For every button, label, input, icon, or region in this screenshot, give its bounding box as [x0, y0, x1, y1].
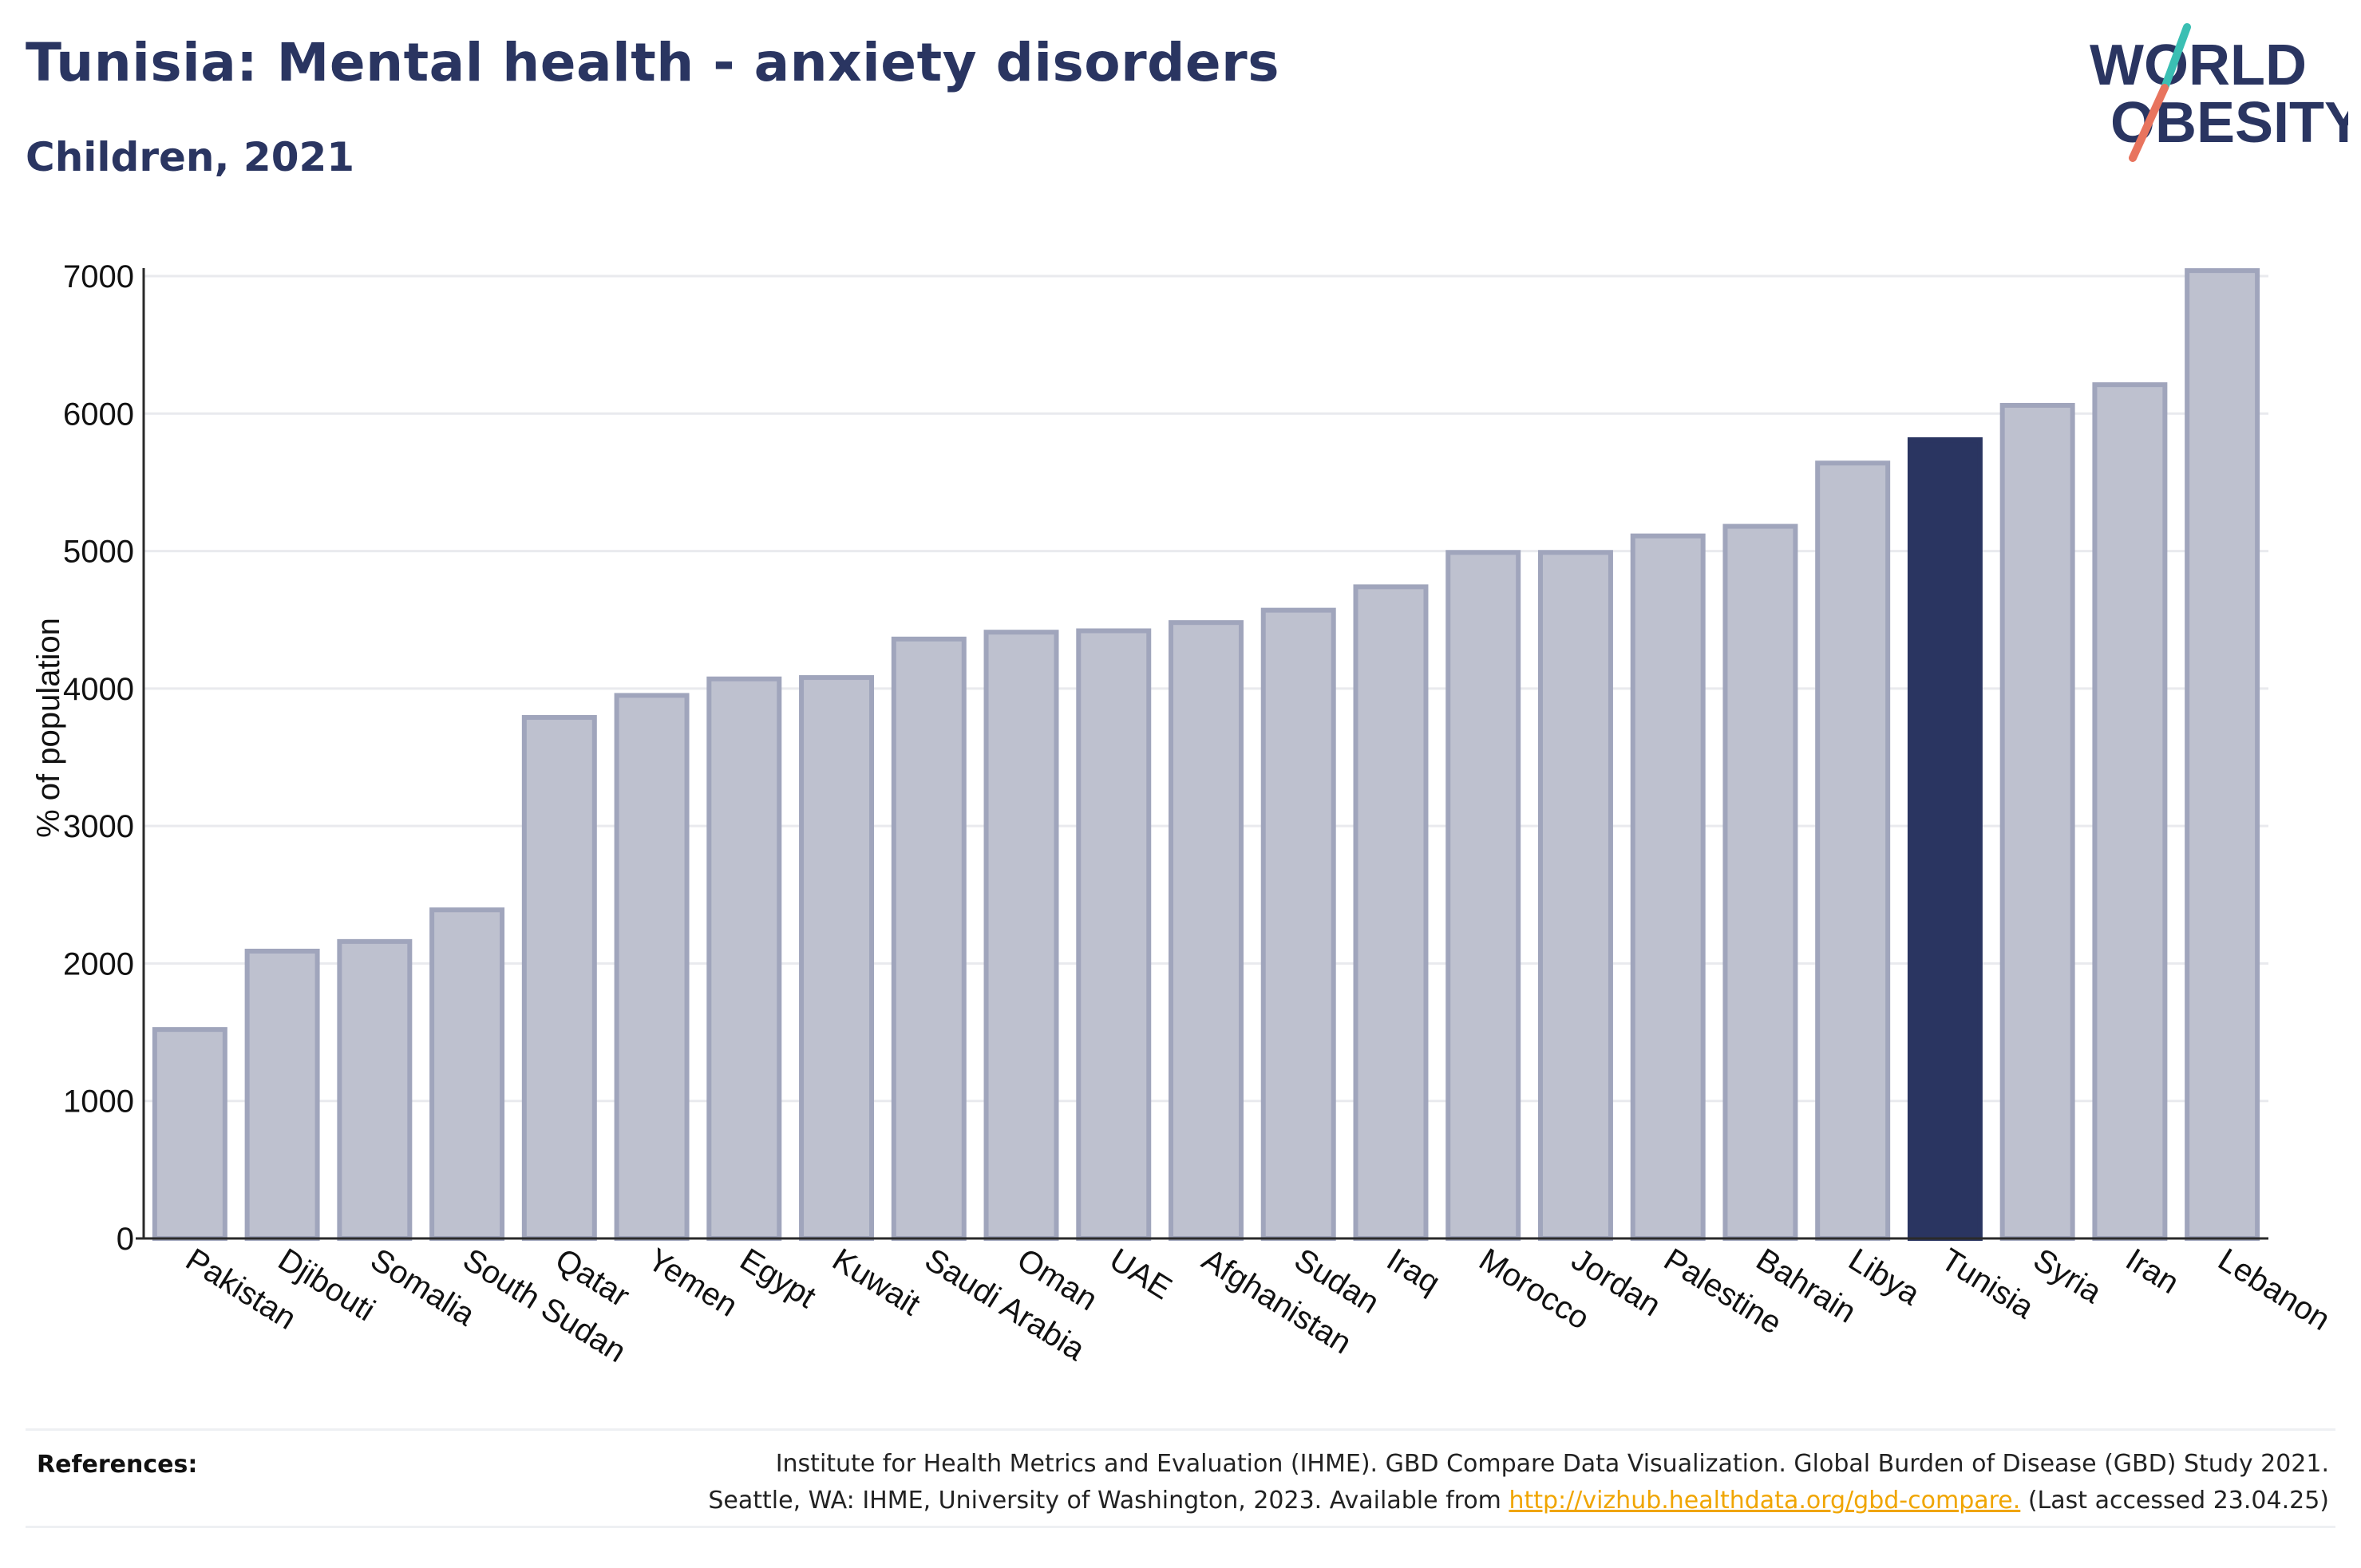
reference-line-2-suffix: (Last accessed 23.04.25)	[2020, 1487, 2329, 1515]
page-title: Tunisia: Mental health - anxiety disorde…	[26, 32, 1280, 93]
bar-jordan[interactable]	[1537, 550, 1613, 1241]
bar-libya[interactable]	[1815, 460, 1891, 1241]
logo-word-world: WORLD	[2090, 34, 2307, 97]
bar-lebanon[interactable]	[2185, 268, 2260, 1242]
x-tick-label: Yemen	[642, 1242, 744, 1324]
reference-link[interactable]: http://vizhub.healthdata.org/gbd-compare…	[1509, 1487, 2021, 1515]
bar-somalia[interactable]	[337, 938, 413, 1242]
y-tick-label: 4000	[63, 672, 134, 707]
bar-bahrain[interactable]	[1722, 523, 1798, 1241]
bars	[152, 268, 2260, 1242]
bar-chart: 01000200030004000500060007000PakistanDji…	[31, 259, 2336, 1369]
bar-saudi-arabia[interactable]	[891, 636, 967, 1241]
references-bottom-divider	[26, 1526, 2335, 1528]
x-tick-label: Syria	[2027, 1242, 2108, 1310]
x-tick-label: UAE	[1103, 1242, 1177, 1306]
bar-morocco[interactable]	[1445, 550, 1521, 1241]
x-tick-label: Somalia	[365, 1242, 482, 1333]
bar-palestine[interactable]	[1630, 533, 1706, 1241]
bar-sudan[interactable]	[1260, 607, 1336, 1241]
x-tick-label: Tunisia	[1935, 1242, 2040, 1325]
bar-syria[interactable]	[1999, 402, 2075, 1241]
world-obesity-logo: WORLD OBESITY	[2090, 23, 2348, 162]
bar-qatar[interactable]	[521, 715, 597, 1241]
x-tick-label: Iraq	[1381, 1242, 1446, 1301]
bar-iraq[interactable]	[1353, 584, 1429, 1241]
y-axis-label: % of population	[31, 618, 66, 838]
y-tick-label: 7000	[63, 259, 134, 294]
bar-iran[interactable]	[2092, 382, 2168, 1241]
logo-slash-coral	[2129, 84, 2169, 162]
reference-line-1: Institute for Health Metrics and Evaluat…	[775, 1450, 2329, 1478]
bar-yemen[interactable]	[614, 693, 690, 1241]
bar-afghanistan[interactable]	[1169, 620, 1244, 1241]
references-text: Institute for Health Metrics and Evaluat…	[708, 1446, 2329, 1519]
reference-line-2-prefix: Seattle, WA: IHME, University of Washing…	[708, 1487, 1509, 1515]
y-tick-label: 0	[117, 1222, 134, 1257]
x-tick-label: Iran	[2120, 1242, 2185, 1301]
y-tick-label: 3000	[63, 809, 134, 844]
x-tick-label: Lebanon	[2212, 1242, 2335, 1337]
logo-slash-teal	[2161, 23, 2191, 92]
y-tick-label: 6000	[63, 397, 134, 432]
bar-uae[interactable]	[1076, 628, 1152, 1241]
y-tick-label: 2000	[63, 946, 134, 981]
references-label: References:	[37, 1451, 198, 1479]
bar-south-sudan[interactable]	[429, 907, 505, 1242]
y-tick-label: 1000	[63, 1084, 134, 1120]
reference-line-2: Seattle, WA: IHME, University of Washing…	[708, 1483, 2329, 1519]
bar-tunisia[interactable]	[1907, 437, 1983, 1241]
bar-egypt[interactable]	[706, 676, 782, 1241]
x-tick-label: Egypt	[734, 1242, 822, 1315]
y-tick-label: 5000	[63, 535, 134, 570]
page-subtitle: Children, 2021	[26, 134, 355, 180]
bar-pakistan[interactable]	[152, 1027, 227, 1242]
bar-djibouti[interactable]	[244, 948, 320, 1241]
references-top-divider	[26, 1428, 2335, 1431]
bar-kuwait[interactable]	[799, 675, 875, 1241]
bar-oman[interactable]	[983, 630, 1059, 1241]
x-tick-label: Kuwait	[826, 1242, 926, 1322]
